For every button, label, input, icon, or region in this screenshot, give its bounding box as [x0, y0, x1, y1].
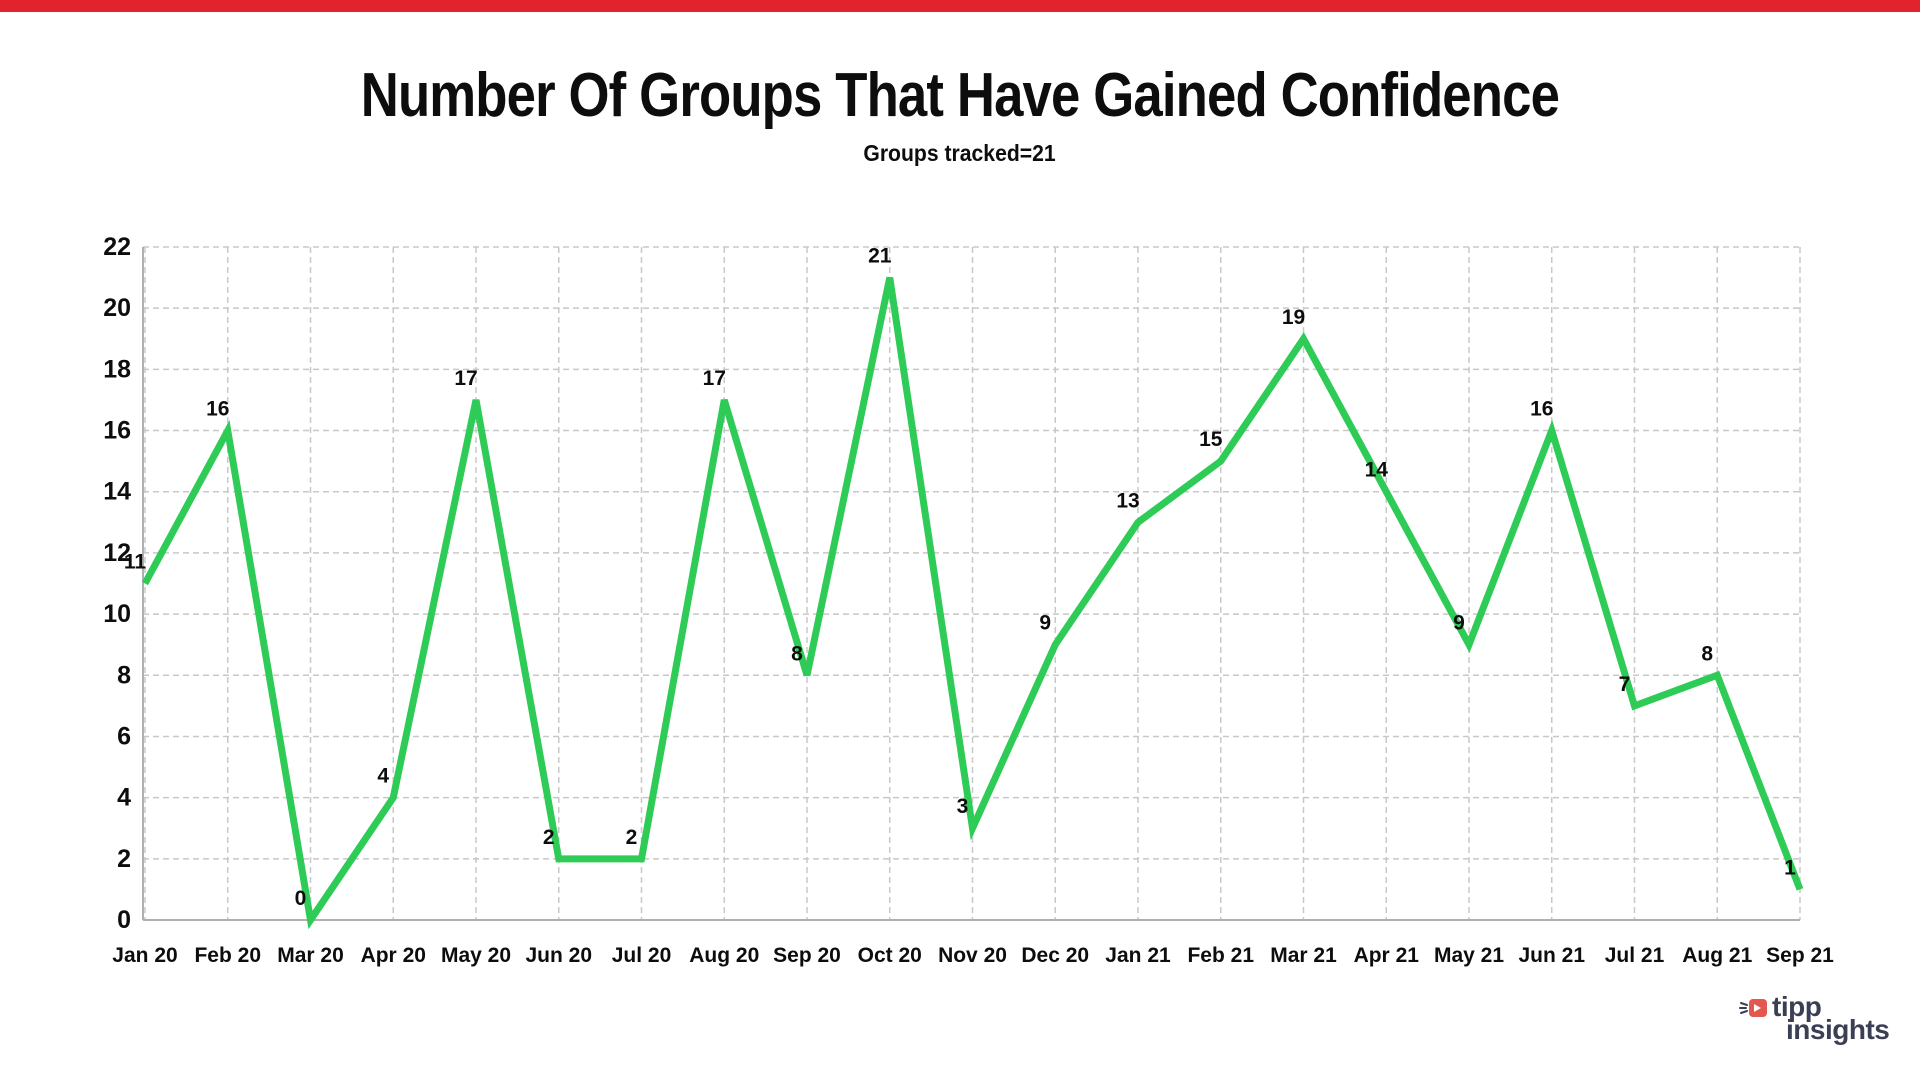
brand-logo: tipp insights	[1739, 991, 1890, 1045]
point-label: 2	[626, 826, 638, 849]
x-tick-label: Apr 20	[361, 944, 426, 967]
x-tick-label: Jun 20	[525, 944, 592, 967]
x-tick-label: Oct 20	[858, 944, 922, 967]
x-tick-label: Nov 20	[938, 944, 1007, 967]
chart-subtitle: Groups tracked=21	[0, 140, 1920, 167]
y-tick-label: 20	[103, 294, 131, 322]
x-tick-label: Apr 21	[1354, 944, 1420, 967]
x-tick-label: Feb 20	[194, 944, 261, 967]
point-label: 1	[1784, 856, 1796, 879]
y-tick-label: 0	[117, 906, 131, 934]
chart-title-text: Number Of Groups That Have Gained Confid…	[360, 61, 1560, 130]
y-tick-label: 6	[117, 722, 131, 750]
x-tick-label: Aug 21	[1682, 944, 1752, 967]
y-tick-label: 8	[117, 661, 131, 689]
y-tick-label: 2	[117, 845, 131, 873]
x-tick-label: Sep 20	[773, 944, 841, 967]
brand-logo-text: tipp insights	[1772, 991, 1890, 1045]
x-tick-label: Jan 20	[112, 944, 177, 967]
x-tick-label: Sep 21	[1766, 944, 1834, 967]
point-label: 17	[703, 367, 726, 390]
logo-word-insights: insights	[1786, 1014, 1890, 1045]
point-label: 19	[1282, 306, 1305, 329]
x-tick-label: May 20	[441, 944, 511, 967]
x-tick-label: Dec 20	[1021, 944, 1089, 967]
x-tick-label: Mar 21	[1270, 944, 1337, 967]
point-label: 21	[868, 245, 892, 268]
point-label: 8	[1701, 642, 1713, 665]
y-tick-label: 10	[103, 600, 131, 628]
y-tick-label: 16	[103, 417, 131, 445]
point-label: 17	[454, 367, 477, 390]
point-label: 9	[1039, 612, 1051, 635]
top-accent-bar	[0, 0, 1920, 12]
point-label: 8	[791, 642, 803, 665]
point-label: 14	[1365, 459, 1389, 482]
chart-title: Number Of Groups That Have Gained Confid…	[0, 60, 1920, 131]
chart-subtitle-text: Groups tracked=21	[863, 140, 1057, 166]
tipp-arrow-icon	[1739, 999, 1767, 1017]
x-tick-label: Mar 20	[277, 944, 344, 967]
point-label: 7	[1619, 673, 1631, 696]
x-tick-label: Jul 20	[612, 944, 672, 967]
point-label: 2	[543, 826, 555, 849]
point-label: 11	[124, 551, 147, 574]
point-label: 4	[377, 765, 389, 788]
point-label: 13	[1116, 489, 1139, 512]
x-tick-label: Jul 21	[1605, 944, 1665, 967]
x-tick-label: Jan 21	[1105, 944, 1171, 967]
point-label: 16	[1530, 398, 1553, 421]
point-label: 3	[957, 795, 969, 818]
x-tick-label: Feb 21	[1187, 944, 1254, 967]
y-tick-label: 18	[103, 355, 131, 383]
point-label: 15	[1199, 428, 1223, 451]
point-label: 16	[206, 398, 229, 421]
x-tick-label: Jun 21	[1518, 944, 1585, 967]
x-tick-label: May 21	[1434, 944, 1504, 967]
point-label: 9	[1453, 612, 1465, 635]
x-tick-label: Aug 20	[689, 944, 759, 967]
y-tick-label: 4	[117, 784, 131, 812]
y-tick-label: 14	[103, 478, 131, 506]
y-tick-label: 22	[103, 233, 131, 261]
y-tick-label: 12	[103, 539, 131, 567]
point-label: 0	[295, 887, 307, 910]
data-series-line	[141, 276, 1804, 930]
logo-word-tipp: tipp	[1772, 991, 1822, 1022]
